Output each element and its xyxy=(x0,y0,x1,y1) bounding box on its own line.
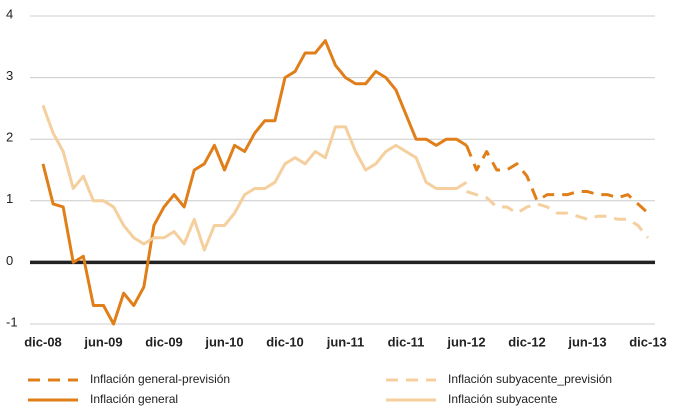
x-tick-label: jun-13 xyxy=(567,334,606,349)
x-tick-label: jun-11 xyxy=(326,334,365,349)
y-tick-label: 3 xyxy=(6,68,13,83)
x-tick-label: dic-09 xyxy=(145,334,183,349)
legend-label: Inflación subyacente_previsión xyxy=(448,372,612,386)
y-tick-label: -1 xyxy=(6,314,18,329)
y-tick-label: 4 xyxy=(6,6,13,21)
x-tick-label: jun-09 xyxy=(83,334,122,349)
x-tick-label: dic-10 xyxy=(266,334,304,349)
y-tick-label: 0 xyxy=(6,253,13,268)
series-line xyxy=(465,144,650,215)
y-tick-label: 2 xyxy=(6,130,13,145)
legend-label: Inflación general-previsión xyxy=(90,372,230,386)
series-line xyxy=(41,104,468,252)
legend-label: Inflación subyacente xyxy=(448,392,558,406)
series-line xyxy=(466,190,650,239)
series-line xyxy=(41,39,468,326)
x-tick-label: dic-13 xyxy=(629,334,667,349)
y-tick-label: 1 xyxy=(6,191,13,206)
x-tick-label: jun-12 xyxy=(446,334,485,349)
legend-label: Inflación general xyxy=(90,392,178,406)
x-tick-label: jun-10 xyxy=(204,334,243,349)
x-tick-label: dic-12 xyxy=(508,334,546,349)
x-tick-label: dic-11 xyxy=(388,334,425,349)
x-tick-label: dic-08 xyxy=(24,334,62,349)
